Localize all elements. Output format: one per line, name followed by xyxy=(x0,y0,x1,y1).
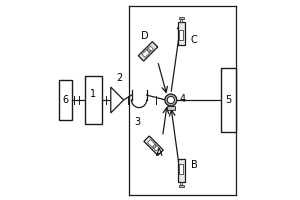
Circle shape xyxy=(167,96,174,104)
Bar xyxy=(179,30,184,40)
Bar xyxy=(179,164,184,174)
Polygon shape xyxy=(138,42,158,61)
Text: B: B xyxy=(191,160,197,170)
Text: A: A xyxy=(156,148,163,158)
Polygon shape xyxy=(111,87,124,113)
Polygon shape xyxy=(152,145,156,148)
Bar xyxy=(167,106,175,110)
Polygon shape xyxy=(147,49,151,52)
Bar xyxy=(179,185,184,187)
Bar xyxy=(59,80,72,120)
Bar xyxy=(85,76,102,124)
Polygon shape xyxy=(144,136,163,155)
Bar xyxy=(178,22,185,45)
Text: 5: 5 xyxy=(225,95,232,105)
Bar xyxy=(180,182,182,185)
Bar xyxy=(178,159,185,182)
Text: 4: 4 xyxy=(179,94,185,104)
Text: D: D xyxy=(141,31,149,41)
Bar xyxy=(180,19,182,22)
Text: 6: 6 xyxy=(62,95,69,105)
Text: 1: 1 xyxy=(90,89,97,99)
Bar xyxy=(179,17,184,19)
Polygon shape xyxy=(142,46,153,57)
Polygon shape xyxy=(148,140,159,151)
Text: 2: 2 xyxy=(116,73,122,83)
Text: 3: 3 xyxy=(134,117,140,127)
Bar xyxy=(221,68,236,132)
Circle shape xyxy=(165,94,177,106)
Text: C: C xyxy=(191,35,197,45)
